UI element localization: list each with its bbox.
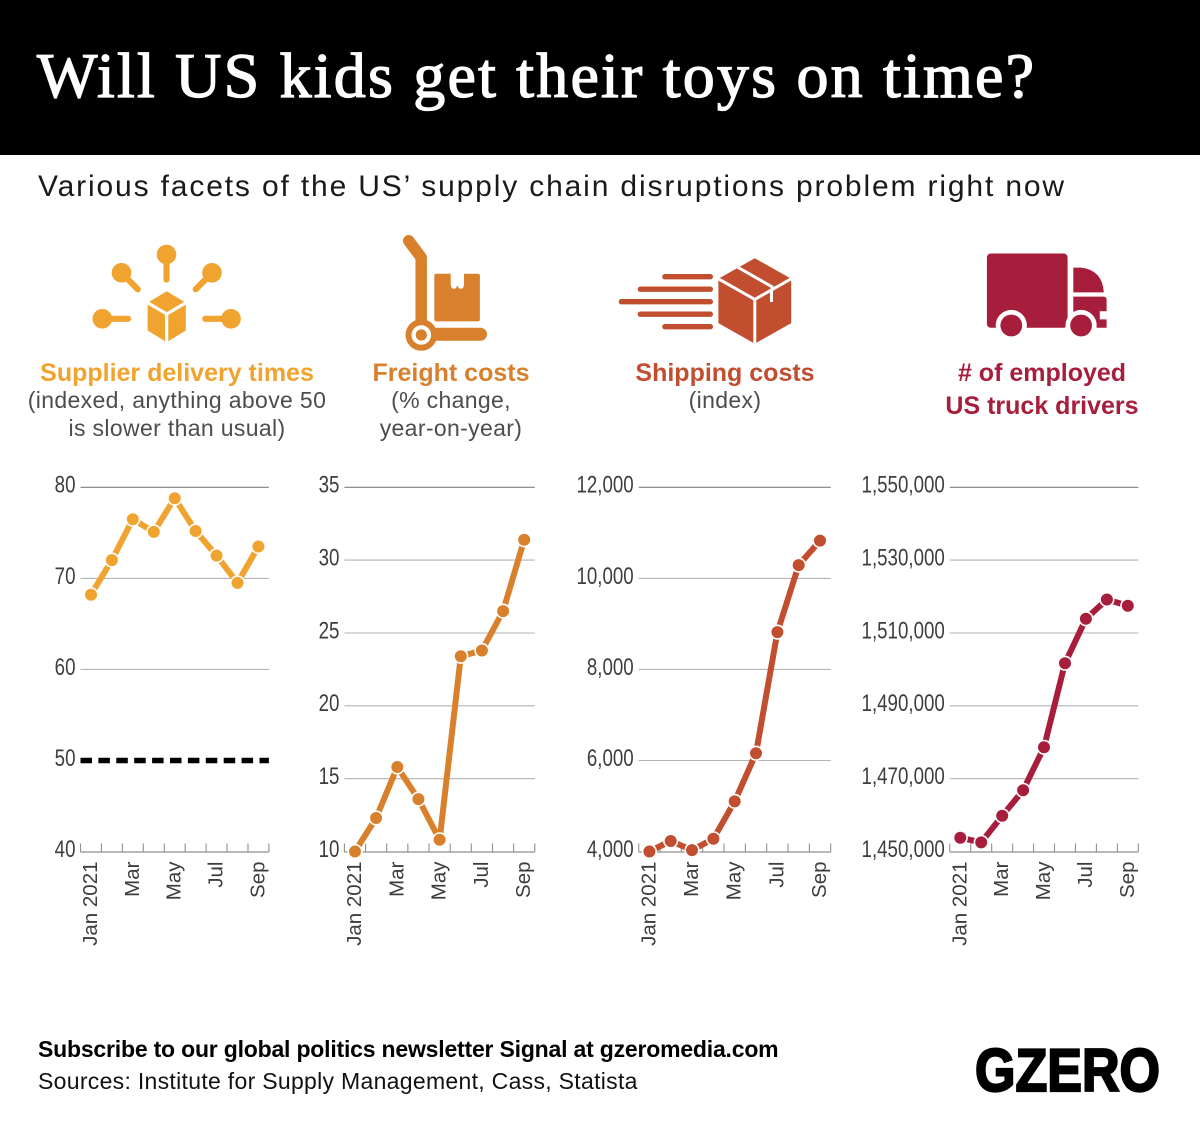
svg-text:25: 25 — [319, 617, 340, 644]
svg-text:May: May — [1032, 861, 1055, 900]
svg-text:Jan 2021: Jan 2021 — [948, 862, 971, 946]
svg-text:Mar: Mar — [680, 861, 703, 896]
svg-text:1,490,000: 1,490,000 — [862, 690, 945, 717]
svg-text:8,000: 8,000 — [587, 654, 634, 681]
svg-text:Mar: Mar — [990, 861, 1013, 896]
svg-text:1,530,000: 1,530,000 — [862, 544, 945, 571]
svg-text:Jul: Jul — [205, 862, 228, 888]
svg-text:40: 40 — [55, 836, 76, 863]
svg-text:Jan 2021: Jan 2021 — [79, 862, 102, 946]
svg-text:Sep: Sep — [808, 862, 831, 898]
svg-text:1,550,000: 1,550,000 — [862, 472, 945, 499]
svg-text:12,000: 12,000 — [576, 472, 633, 499]
svg-text:Jan 2021: Jan 2021 — [637, 862, 660, 946]
svg-text:Jul: Jul — [765, 862, 788, 888]
svg-text:May: May — [428, 861, 451, 900]
svg-text:10,000: 10,000 — [576, 563, 633, 590]
svg-text:6,000: 6,000 — [587, 745, 634, 772]
svg-text:Sep: Sep — [1116, 862, 1139, 898]
svg-text:70: 70 — [55, 563, 76, 590]
svg-text:Mar: Mar — [385, 861, 408, 896]
svg-text:Sep: Sep — [246, 862, 269, 898]
svg-text:1,450,000: 1,450,000 — [862, 836, 945, 863]
svg-text:May: May — [723, 861, 746, 900]
svg-text:80: 80 — [55, 472, 76, 499]
svg-text:1,510,000: 1,510,000 — [862, 617, 945, 644]
svg-text:Mar: Mar — [121, 861, 144, 896]
svg-text:Sep: Sep — [512, 862, 535, 898]
svg-text:60: 60 — [55, 654, 76, 681]
svg-text:10: 10 — [319, 836, 340, 863]
svg-text:30: 30 — [319, 544, 340, 571]
svg-text:Jan 2021: Jan 2021 — [343, 862, 366, 946]
svg-text:Jul: Jul — [470, 862, 493, 888]
svg-text:Jul: Jul — [1074, 862, 1097, 888]
svg-text:50: 50 — [55, 745, 76, 772]
svg-text:4,000: 4,000 — [587, 836, 634, 863]
svg-text:20: 20 — [319, 690, 340, 717]
svg-text:35: 35 — [319, 472, 340, 499]
svg-text:May: May — [163, 861, 186, 900]
svg-text:GZERO: GZERO — [975, 1042, 1160, 1102]
svg-text:15: 15 — [319, 763, 340, 790]
svg-text:1,470,000: 1,470,000 — [862, 763, 945, 790]
